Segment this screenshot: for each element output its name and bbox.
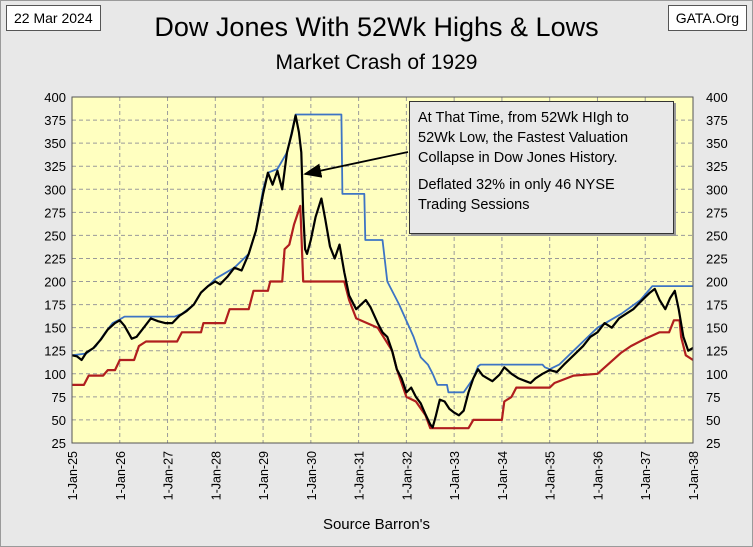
x-tick-label: 1-Jan-26 [114, 451, 128, 500]
x-tick-label: 1-Jan-33 [448, 451, 462, 500]
y-tick-label-left: 300 [44, 182, 66, 197]
x-tick-label: 1-Jan-37 [639, 451, 653, 500]
x-tick-label: 1-Jan-36 [591, 451, 605, 500]
x-tick-label: 1-Jan-31 [353, 451, 367, 500]
x-tick-label: 1-Jan-35 [544, 451, 558, 500]
x-tick-label: 1-Jan-34 [496, 451, 510, 500]
x-tick-label: 1-Jan-38 [687, 451, 701, 500]
y-tick-label-right: 400 [706, 90, 728, 105]
y-tick-label-left: 100 [44, 367, 66, 382]
dow-jones-line [71, 114, 694, 429]
y-tick-label-left: 75 [52, 390, 66, 405]
y-tick-label-right: 100 [706, 367, 728, 382]
y-tick-label-left: 225 [44, 251, 66, 266]
y-tick-label-right: 375 [706, 113, 728, 128]
y-tick-label-left: 150 [44, 321, 66, 336]
site-stamp: GATA.Org [667, 5, 747, 31]
y-tick-label-right: 150 [706, 321, 728, 336]
y-tick-label-right: 75 [706, 390, 720, 405]
x-tick-label: 1-Jan-28 [209, 451, 223, 500]
plot-border [71, 96, 694, 444]
x-tick-label: 1-Jan-32 [400, 451, 414, 500]
y-tick-label-right: 175 [706, 298, 728, 313]
y-tick-label-right: 25 [706, 436, 720, 451]
y-tick-label-right: 250 [706, 228, 728, 243]
low-52wk-line [72, 204, 694, 430]
y-tick-label-left: 325 [44, 159, 66, 174]
annotation-text-1: At That Time, from 52Wk HIgh to 52Wk Low… [418, 110, 629, 166]
y-tick-label-left: 275 [44, 205, 66, 220]
y-tick-label-right: 325 [706, 159, 728, 174]
y-tick-label-right: 275 [706, 205, 728, 220]
annotation-text-2: Deflated 32% in only 46 NYSE Trading Ses… [418, 177, 615, 213]
y-tick-label-right: 350 [706, 136, 728, 151]
y-tick-label-left: 50 [52, 413, 66, 428]
date-stamp: 22 Mar 2024 [6, 5, 101, 31]
chart-subtitle: Market Crash of 1929 [275, 51, 478, 74]
y-tick-label-right: 200 [706, 275, 728, 290]
y-tick-label-left: 25 [52, 436, 66, 451]
y-tick-label-right: 50 [706, 413, 720, 428]
y-tick-label-left: 350 [44, 136, 66, 151]
y-tick-label-right: 225 [706, 251, 728, 266]
annotation-box: At That Time, from 52Wk HIgh to 52Wk Low… [409, 101, 674, 234]
y-tick-label-left: 200 [44, 275, 66, 290]
y-tick-label-right: 300 [706, 182, 728, 197]
source-label: Source Barron's [322, 516, 431, 533]
x-tick-label: 1-Jan-29 [257, 451, 271, 500]
y-tick-label-left: 375 [44, 113, 66, 128]
annotation-arrow [303, 151, 409, 178]
x-tick-label: 1-Jan-25 [66, 451, 80, 500]
y-tick-label-left: 125 [44, 344, 66, 359]
y-tick-label-left: 175 [44, 298, 66, 313]
x-tick-label: 1-Jan-27 [162, 451, 176, 500]
y-tick-label-left: 250 [44, 228, 66, 243]
y-tick-label-left: 400 [44, 90, 66, 105]
y-tick-label-right: 125 [706, 344, 728, 359]
chart-title: Dow Jones With 52Wk Highs & Lows [154, 12, 599, 42]
x-tick-label: 1-Jan-30 [305, 451, 319, 500]
